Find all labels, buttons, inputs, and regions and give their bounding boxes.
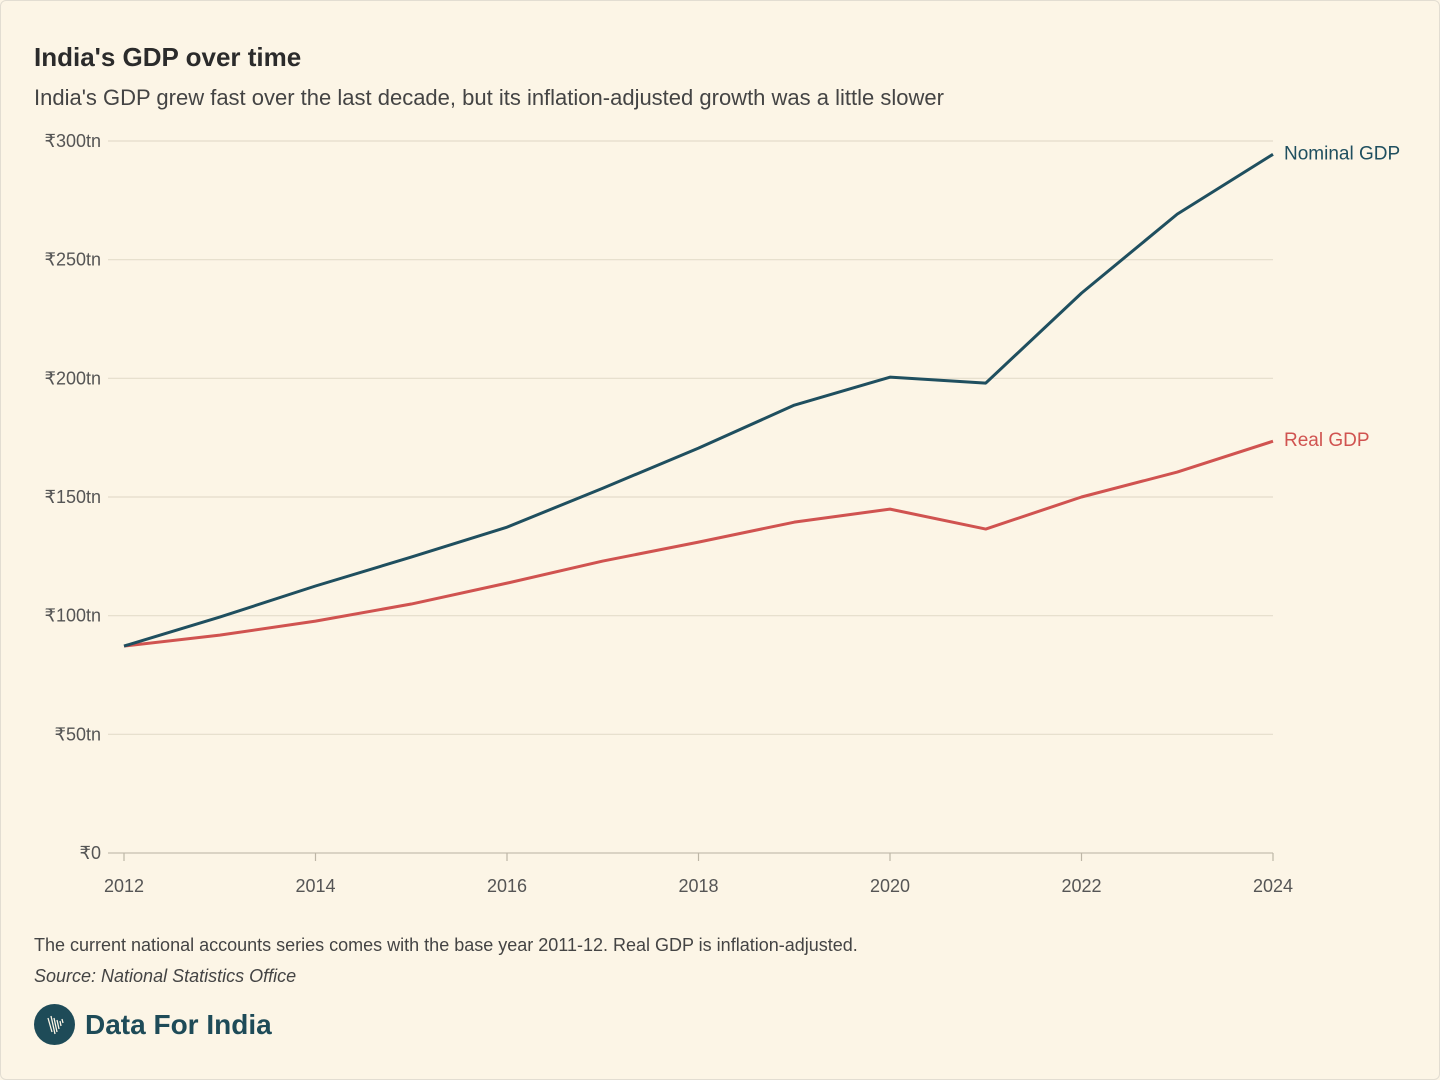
y-tick-label: ₹200tn — [45, 368, 102, 388]
y-tick-label: ₹0 — [80, 843, 101, 863]
chart-subtitle: India's GDP grew fast over the last deca… — [34, 85, 944, 110]
series-label: Nominal GDP — [1284, 143, 1400, 164]
y-tick-label: ₹250tn — [45, 250, 102, 270]
source-note: Source: National Statistics Office — [34, 966, 297, 986]
india-map-icon — [34, 1004, 75, 1045]
series-label: Real GDP — [1284, 430, 1370, 451]
brand-logo: Data For India — [34, 1004, 272, 1045]
x-tick-label: 2024 — [1253, 876, 1293, 896]
series-line-real-gdp — [123, 439, 1274, 648]
y-tick-label: ₹300tn — [45, 131, 102, 151]
footnote: The current national accounts series com… — [34, 935, 858, 955]
chart-title: India's GDP over time — [34, 42, 302, 72]
x-tick-label: 2014 — [295, 876, 335, 896]
brand-name: Data For India — [85, 1008, 272, 1040]
series-line-nominal-gdp — [123, 153, 1274, 648]
x-tick-label: 2022 — [1061, 876, 1101, 896]
x-tick-label: 2016 — [487, 876, 527, 896]
x-tick-label: 2020 — [870, 876, 910, 896]
line-chart: ₹0 ₹50tn ₹100tn ₹150tn ₹200tn ₹250tn ₹300tn 201… — [45, 131, 1401, 896]
y-tick-label: ₹100tn — [45, 606, 102, 626]
y-tick-label: ₹50tn — [55, 724, 102, 744]
x-tick-label: 2012 — [104, 876, 144, 896]
x-tick-label: 2018 — [678, 876, 718, 896]
y-tick-label: ₹150tn — [45, 487, 102, 507]
